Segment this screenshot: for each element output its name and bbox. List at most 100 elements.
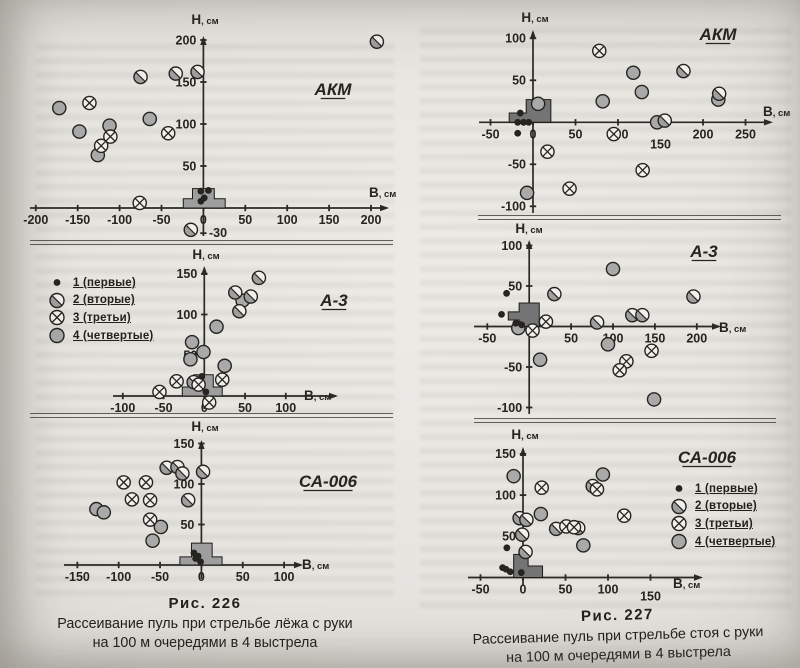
shot-marker-second — [519, 512, 534, 528]
shot-marker-third — [589, 482, 605, 497]
x-tick-label: 200 — [361, 213, 382, 227]
shot-marker-third — [191, 377, 206, 392]
shot-marker-second — [195, 464, 211, 480]
x-tick-label: 150 — [644, 332, 665, 346]
series-dot — [197, 186, 212, 205]
shot-marker-fourth — [646, 392, 662, 407]
y-tick-label: 150 — [495, 447, 516, 461]
shot-marker-first — [520, 118, 528, 126]
series-dot — [499, 544, 525, 576]
shot-marker-second — [369, 34, 385, 49]
shot-marker-third — [635, 162, 650, 178]
y-axis-title: H, см — [511, 427, 538, 442]
series-cross — [82, 95, 176, 211]
shot-marker-fourth — [671, 533, 687, 550]
shot-marker-first — [675, 485, 683, 493]
y-tick-label: 150 — [174, 437, 195, 451]
caption-line: Рассеивание пуль при стрельбе лёжа с рук… — [57, 616, 353, 632]
legend-row: 1 (первые) — [48, 274, 153, 292]
shot-marker-third — [540, 144, 555, 159]
x-axis-arrow — [380, 204, 389, 212]
shot-marker-first — [516, 109, 524, 117]
shot-marker-third — [562, 181, 577, 196]
x-tick-label: 50 — [236, 570, 250, 584]
x-axis-title: В, см — [302, 557, 329, 572]
target-silhouette — [179, 542, 223, 566]
shot-marker-first — [512, 319, 520, 327]
y-axis-title: H, см — [192, 247, 219, 262]
caption-fig227: Рис. 227 Рассеивание пуль при стрельбе с… — [435, 602, 800, 668]
x-tick-label: 150 — [319, 213, 340, 227]
shot-marker-first — [202, 388, 210, 396]
series-gray — [51, 100, 158, 163]
shot-marker-fourth — [196, 344, 211, 360]
x-tick-label: -50 — [152, 213, 170, 227]
series-cross — [116, 475, 158, 527]
shot-marker-first — [517, 569, 525, 576]
x-tick-label: 150 — [640, 590, 661, 604]
shot-marker-fourth — [533, 506, 549, 522]
shot-marker-second — [227, 285, 243, 300]
shot-marker-second — [133, 69, 148, 85]
chart-fig226-ca006: -150 -100 -50 0 50 100 50 100 150 H, см В, см СА-00… — [64, 419, 358, 584]
shot-marker-third — [616, 508, 632, 524]
y-tick-label: 50 — [502, 530, 516, 544]
legend-row: 4 (четвертые) — [48, 327, 153, 345]
x-axis-title: В, см — [673, 576, 700, 591]
shot-marker-third — [152, 384, 167, 400]
shot-marker-third — [82, 95, 97, 111]
weapon-label: АКМ — [314, 80, 353, 99]
shot-marker-third — [138, 475, 154, 490]
shot-marker-first — [53, 279, 61, 287]
shot-marker-third — [142, 492, 158, 508]
series-dot — [514, 109, 533, 137]
x-tick-label: -50 — [151, 570, 169, 584]
shot-marker-third — [525, 323, 540, 338]
legend-marker-cross-icon — [671, 516, 687, 532]
legend-label: 2 (вторые) — [695, 500, 757, 513]
shot-marker-fourth — [184, 334, 200, 350]
y-tick-label: 100 — [495, 488, 516, 502]
shot-marker-third — [534, 480, 550, 495]
shot-marker-third — [103, 129, 118, 144]
separator-line — [30, 240, 393, 245]
y-axis-arrow — [198, 440, 205, 449]
shot-marker-second — [183, 222, 199, 238]
shot-marker-first — [498, 310, 505, 318]
shot-marker-fourth — [600, 337, 616, 352]
x-tick-label: 100 — [277, 213, 298, 227]
legend-label: 4 (четвертые) — [73, 329, 154, 342]
shot-marker-second — [657, 113, 673, 128]
shot-marker-first — [197, 197, 205, 205]
shot-marker-first — [518, 321, 526, 329]
legend-marker-dot-icon — [675, 485, 683, 493]
shot-marker-second — [232, 303, 247, 319]
shot-marker-second — [711, 86, 727, 102]
shot-marker-second — [676, 63, 691, 79]
shot-marker-first — [197, 558, 204, 566]
legend-label: 4 (четвертые) — [695, 535, 776, 548]
shot-marker-fourth — [183, 352, 198, 367]
shot-marker-fourth — [605, 261, 621, 277]
y-axis-title: H, см — [515, 221, 542, 236]
legend-label: 1 (первые) — [73, 276, 136, 289]
x-tick-label: 50 — [238, 401, 252, 415]
legend-label: 1 (первые) — [695, 482, 758, 495]
shot-marker-second — [251, 270, 267, 286]
legend-row: 3 (третьи) — [670, 515, 775, 533]
x-tick-label: 100 — [274, 570, 295, 584]
x-axis-arrow — [294, 561, 303, 569]
legend-row: 4 (четвертые) — [670, 533, 775, 551]
shot-marker-fourth — [51, 100, 67, 116]
x-tick-label: 150 — [650, 137, 671, 151]
y-tick-label: -100 — [501, 200, 526, 214]
x-axis-arrow — [694, 574, 703, 581]
caption-fig226: Рис. 226 Рассеивание пуль при стрельбе л… — [25, 595, 385, 653]
shot-marker-second — [635, 307, 650, 323]
series-gray — [511, 261, 662, 407]
x-tick-label: 0 — [200, 213, 207, 227]
shot-marker-second — [671, 498, 687, 515]
chart-fig226-akm: -200 -150 -100 -50 0 50 100 150 20050100150200-3… — [23, 12, 396, 240]
